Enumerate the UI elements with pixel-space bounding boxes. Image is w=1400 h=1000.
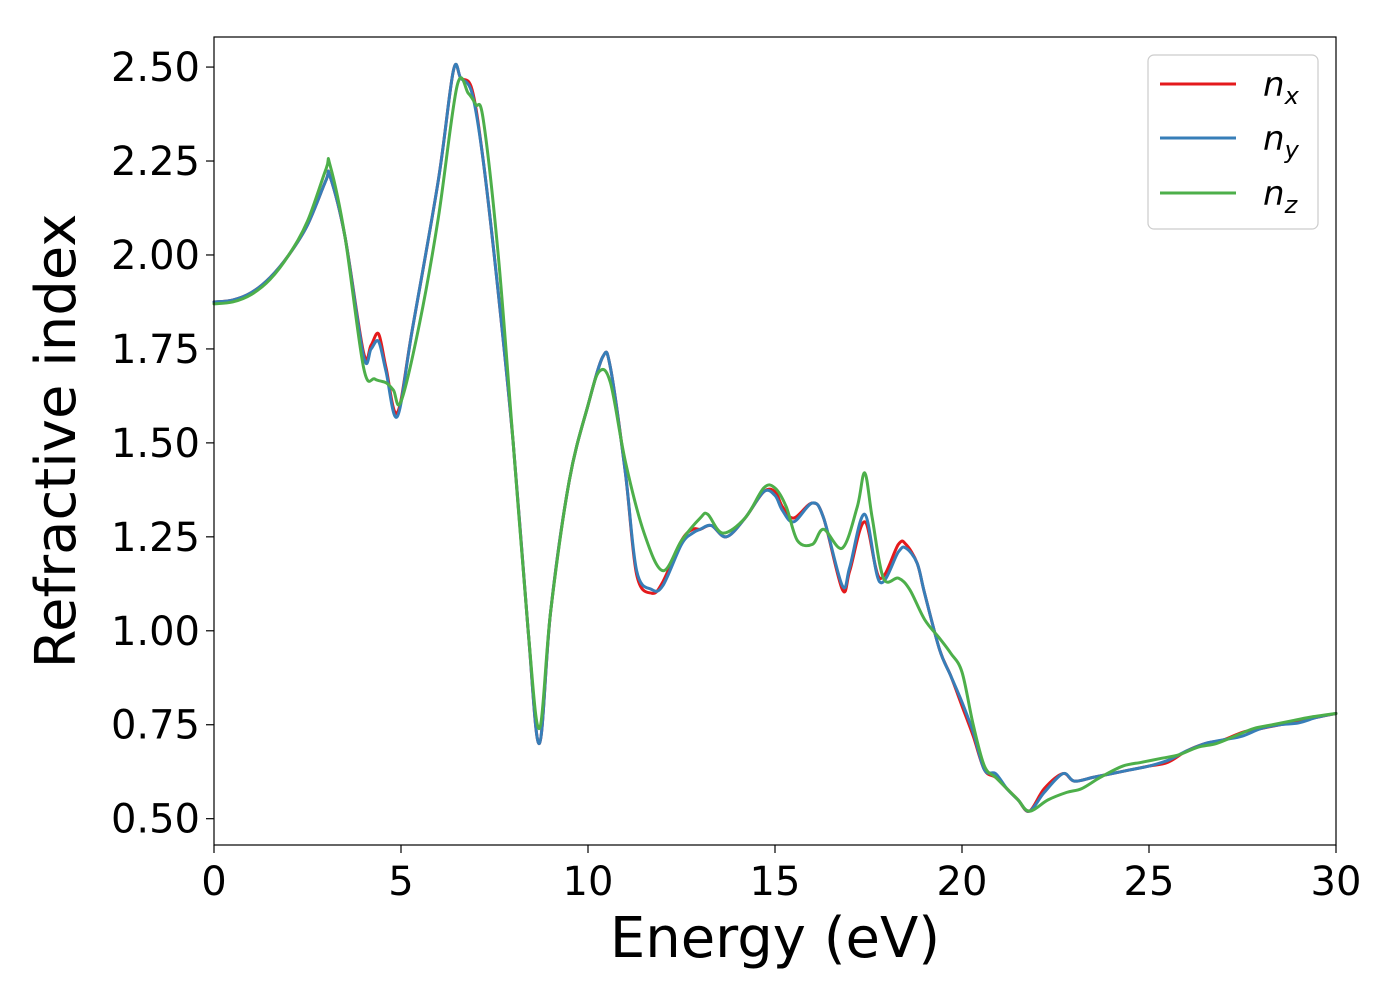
legend-label-nx-base: n bbox=[1263, 65, 1285, 105]
legend-label-ny: ny bbox=[1263, 119, 1300, 164]
plot-frame bbox=[213, 36, 1337, 846]
y-tick-label: 2.25 bbox=[111, 139, 200, 185]
ticks-layer: 0 5 10 15 20 25 30 0.50 0.75 1.00 1.25 1.50 1.75 2.00… bbox=[111, 45, 1362, 905]
x-tick-label: 0 bbox=[201, 859, 226, 905]
y-tick-label: 0.75 bbox=[111, 703, 200, 749]
y-tick-label: 1.25 bbox=[111, 515, 200, 561]
legend-label-ny-sub: y bbox=[1284, 136, 1300, 164]
legend-label-ny-base: n bbox=[1263, 119, 1285, 159]
legend-label-nx: nx bbox=[1263, 65, 1300, 110]
y-axis-label: Refractive index bbox=[24, 214, 89, 669]
y-tick-label: 1.75 bbox=[111, 327, 200, 373]
legend-label-nz: nz bbox=[1263, 174, 1299, 219]
series-layer bbox=[212, 62, 1338, 813]
legend: nx ny nz bbox=[1147, 54, 1319, 230]
y-tick-label: 1.00 bbox=[111, 609, 200, 655]
legend-label-nx-sub: x bbox=[1284, 82, 1300, 110]
x-tick-label: 5 bbox=[388, 859, 413, 905]
y-tick-label: 2.00 bbox=[111, 233, 200, 279]
x-tick-label: 25 bbox=[1124, 859, 1175, 905]
legend-label-nz-sub: z bbox=[1284, 191, 1299, 219]
x-axis-label: Energy (eV) bbox=[610, 906, 940, 971]
y-tick-label: 1.50 bbox=[111, 421, 200, 467]
legend-box bbox=[1147, 54, 1319, 230]
y-tick-label: 0.50 bbox=[111, 797, 200, 843]
x-tick-label: 10 bbox=[563, 859, 614, 905]
series-line-nz bbox=[212, 76, 1338, 813]
legend-label-nz-base: n bbox=[1263, 174, 1285, 214]
x-tick-label: 20 bbox=[937, 859, 988, 905]
x-tick-label: 30 bbox=[1311, 859, 1362, 905]
x-tick-label: 15 bbox=[750, 859, 801, 905]
y-tick-label: 2.50 bbox=[111, 45, 200, 91]
